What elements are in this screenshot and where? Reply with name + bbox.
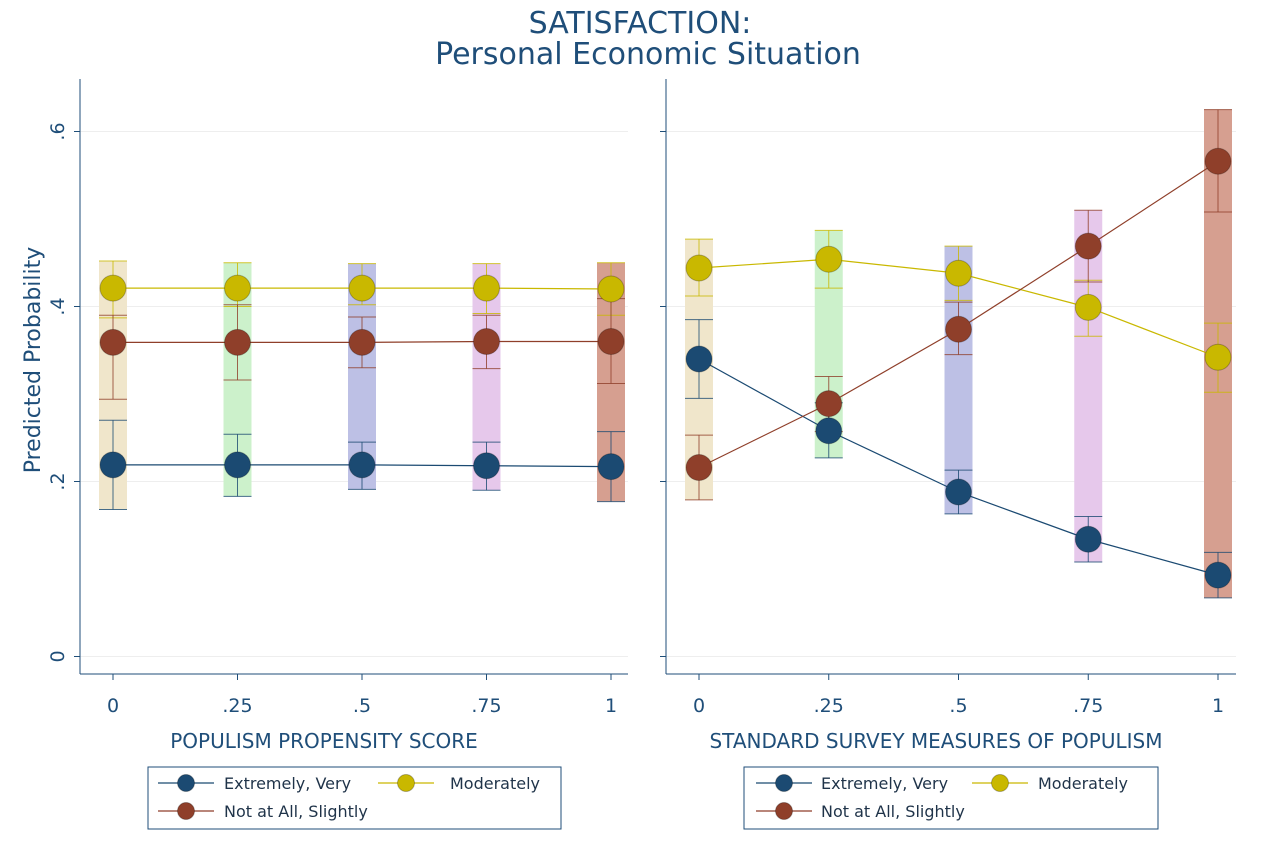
p1-legend-label-not-at-all: Not at All, Slightly [821, 802, 965, 821]
p0-legend-label-moderately: Moderately [450, 774, 540, 793]
p1-point-moderately-2 [945, 259, 972, 287]
p1-x-tick-label: .75 [1073, 695, 1103, 717]
p0-x-axis-label: POPULISM PROPENSITY SCORE [170, 729, 478, 753]
p1-point-extremely-0 [685, 345, 713, 373]
p0-point-extremely-0 [99, 451, 127, 479]
p0-point-moderately-3 [473, 274, 500, 302]
p0-point-extremely-3 [473, 452, 500, 480]
y-tick-label: .4 [47, 297, 69, 315]
p0-point-extremely-4 [597, 453, 625, 481]
p1-point-extremely-2 [945, 478, 972, 506]
chart-title: SATISFACTION: [529, 6, 752, 41]
p1-point-moderately-0 [685, 254, 713, 282]
p0-point-not-at-all-0 [99, 328, 127, 356]
p0-point-extremely-1 [224, 451, 251, 479]
p1-legend-box [743, 766, 1159, 830]
p1-point-not-at-all-1 [815, 390, 843, 418]
p1-x-tick-label: 1 [1212, 695, 1224, 717]
p1-point-not-at-all-2 [945, 315, 972, 343]
p1-legend-marker-moderately [991, 774, 1009, 792]
p1-point-not-at-all-0 [685, 454, 713, 481]
y-axis-label: Predicted Probability [21, 247, 46, 474]
p0-x-tick-label: 1 [605, 695, 617, 717]
p1-point-extremely-3 [1074, 525, 1102, 553]
p1-legend-label-extremely: Extremely, Very [821, 774, 948, 793]
p0-legend-marker-not-at-all [177, 802, 195, 820]
p1-x-tick-label: 0 [693, 695, 705, 717]
p0-legend-label-not-at-all: Not at All, Slightly [224, 802, 368, 821]
y-tick-label: 0 [47, 650, 69, 662]
y-tick-label: .6 [47, 122, 69, 140]
p0-point-not-at-all-4 [597, 328, 625, 355]
p0-point-not-at-all-2 [348, 328, 376, 356]
right-panel: 0 .25 .5 .75 1 STANDARD SURVEY MEASURES OF PO… [660, 79, 1236, 830]
p0-x-tick-label: .75 [471, 695, 501, 717]
p0-legend-marker-moderately [397, 774, 415, 792]
p0-point-not-at-all-3 [473, 328, 500, 355]
y-tick-label: .2 [47, 472, 69, 490]
p0-point-moderately-1 [224, 274, 251, 302]
p0-x-tick-label: .25 [222, 695, 252, 717]
p0-legend-marker-extremely [177, 774, 195, 792]
p0-point-extremely-2 [348, 451, 376, 479]
p1-point-not-at-all-3 [1074, 232, 1102, 260]
p1-legend-marker-not-at-all [775, 802, 793, 820]
p0-legend-box [147, 766, 562, 830]
p1-legend-marker-extremely [775, 774, 793, 792]
p1-point-moderately-1 [815, 245, 843, 273]
p0-point-moderately-2 [348, 274, 376, 302]
p0-point-moderately-0 [99, 274, 127, 302]
p1-x-tick-label: .25 [814, 695, 844, 717]
p0-point-not-at-all-1 [224, 328, 251, 356]
p1-point-moderately-4 [1204, 343, 1232, 371]
p1-point-extremely-4 [1204, 561, 1232, 589]
p1-legend-label-moderately: Moderately [1038, 774, 1128, 793]
chart-subtitle: Personal Economic Situation [435, 37, 861, 72]
left-panel: 0 .2 .4 .6 0 .25 .5 .75 1 POPULISM PROPENSITY SCO… [47, 79, 628, 830]
p1-x-tick-label: .5 [949, 695, 967, 717]
p0-x-tick-label: .5 [353, 695, 371, 717]
p1-point-moderately-3 [1074, 293, 1102, 321]
p0-point-moderately-4 [597, 275, 625, 303]
p1-x-axis-label: STANDARD SURVEY MEASURES OF POPULISM [709, 729, 1162, 753]
p0-x-tick-label: 0 [107, 695, 119, 717]
p1-point-extremely-1 [815, 417, 843, 445]
p0-legend-label-extremely: Extremely, Very [224, 774, 351, 793]
p1-point-not-at-all-4 [1204, 147, 1232, 175]
